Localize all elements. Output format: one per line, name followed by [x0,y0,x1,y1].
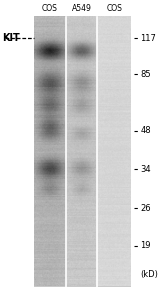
Text: 19: 19 [140,242,151,250]
Text: A549: A549 [72,4,92,13]
Text: 117: 117 [140,34,156,43]
Bar [34,16,131,286]
Text: 26: 26 [140,204,151,213]
Text: 48: 48 [140,126,151,135]
Text: COS: COS [106,4,122,13]
Text: (kD): (kD) [140,270,158,279]
Text: 34: 34 [140,165,151,174]
Text: KIT: KIT [2,33,19,43]
Text: COS: COS [42,4,58,13]
Text: 85: 85 [140,70,151,79]
